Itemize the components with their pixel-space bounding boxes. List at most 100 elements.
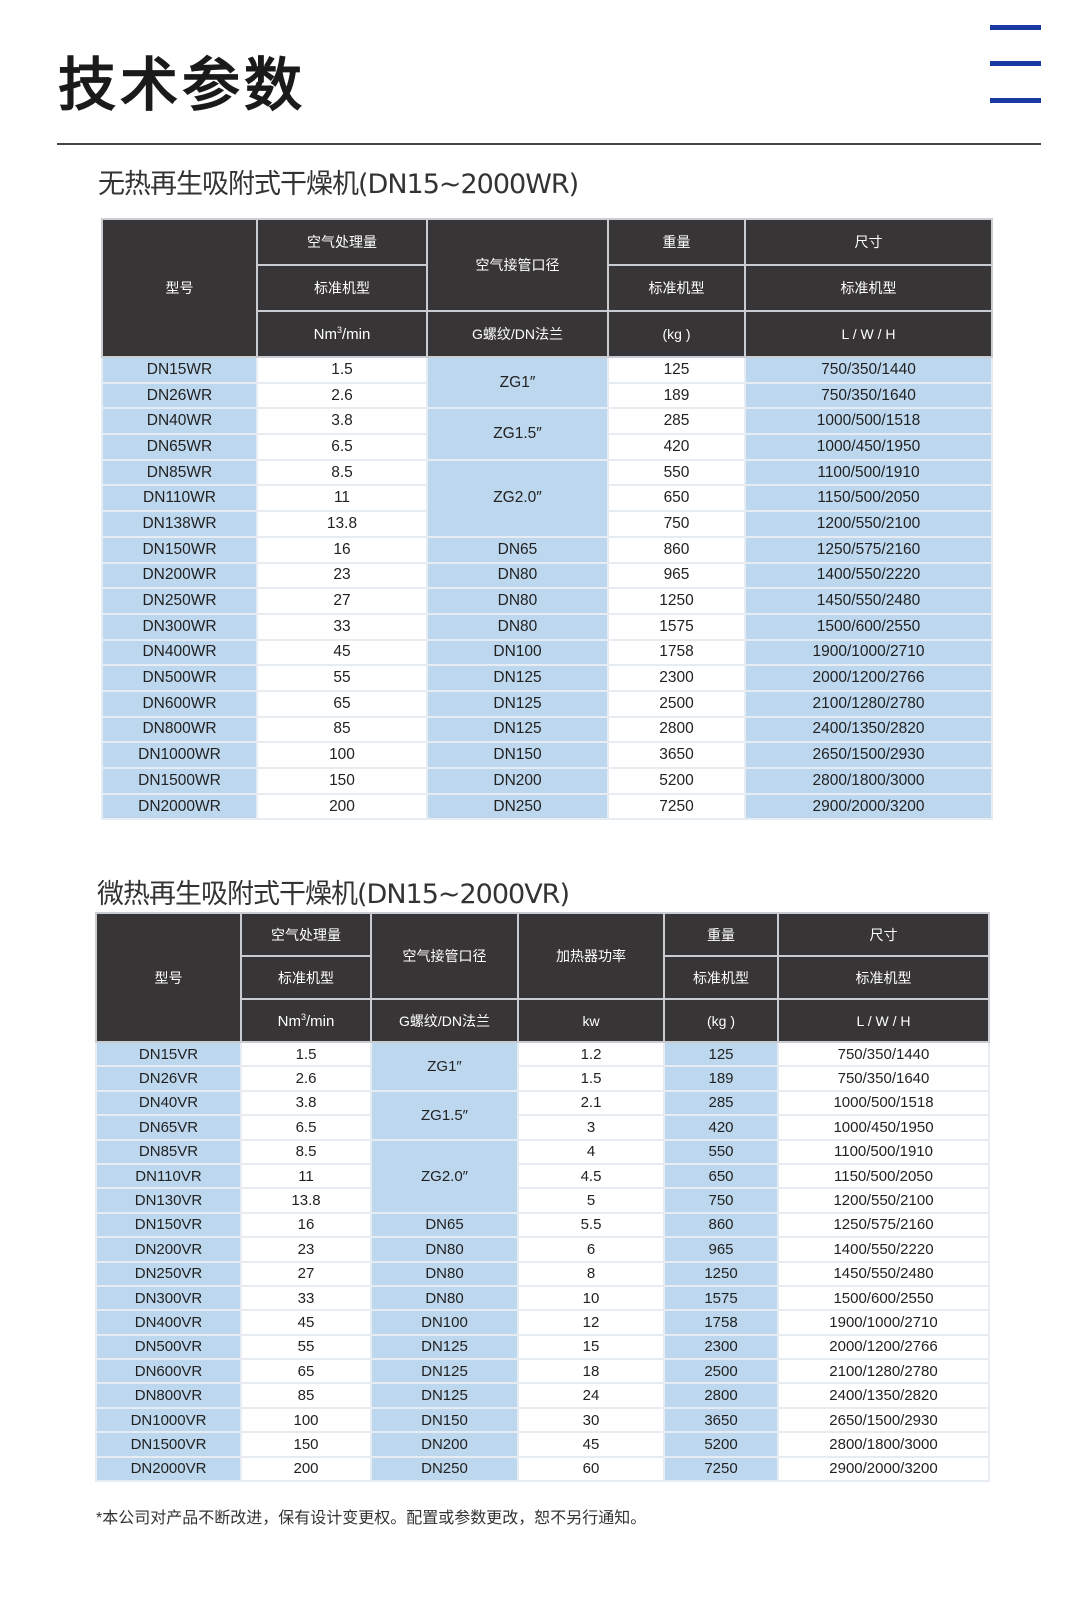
cell-pipe: ZG2.0″ [370,1138,519,1214]
table-row: DN200VR 23 DN80 6 965 1400/550/2220 [95,1236,990,1263]
header-size: 尺寸 [744,218,993,266]
cell-flow: 3.8 [256,407,428,436]
table-row: DN85VR 8.5 ZG2.0″ 4 550 1100/500/1910 [95,1138,990,1214]
unit-tail: /min [306,1012,335,1030]
cell-model: DN138WR [101,510,258,538]
table-row: DN1000WR 100 DN150 3650 2650/1500/2930 [101,741,993,769]
table1-title: 无热再生吸附式干燥机(DN15~2000WR) [98,169,579,200]
vr-spec-table: 型号 空气处理量 空气接管口径 加热器功率 重量 尺寸 标准机型 标准机型 标准… [95,912,990,1483]
cell-weight: 420 [607,433,746,461]
header-flow-sub: 标准机型 [256,264,428,312]
cell-pipe: ZG1″ [370,1041,519,1092]
wr-spec-table: 型号 空气处理量 空气接管口径 重量 尺寸 标准机型 标准机型 标准机型 Nm3… [101,218,993,821]
header-pipe-unit: G螺纹/DN法兰 [426,310,609,358]
table-row: DN500WR 55 DN125 2300 2000/1200/2766 [101,664,993,692]
cell-size: 1900/1000/2710 [777,1309,990,1336]
cell-flow: 1.5 [240,1040,372,1068]
cell-model: DN250VR [95,1260,242,1287]
cell-pipe: DN125 [426,715,609,744]
cell-flow: 200 [256,792,428,821]
table-row: DN1500WR 150 DN200 5200 2800/1800/3000 [101,767,993,795]
cell-heater: 60 [517,1455,665,1483]
cell-size: 750/350/1640 [777,1065,990,1092]
cell-weight: 420 [663,1114,779,1141]
cell-pipe: DN100 [370,1309,519,1336]
cell-size: 2650/1500/2930 [744,741,993,769]
cell-model: DN26VR [95,1065,242,1092]
cell-model: DN15VR [95,1040,242,1068]
header-size-unit: L / W / H [744,310,993,358]
cell-pipe: DN250 [370,1455,519,1483]
cell-model: DN150WR [101,535,258,564]
header-size-sub: 标准机型 [777,955,990,1000]
cell-size: 750/350/1440 [744,356,993,384]
cell-weight: 5200 [607,767,746,795]
cell-pipe: DN80 [426,587,609,615]
cell-weight: 7250 [663,1455,779,1483]
cell-size: 1500/600/2550 [777,1284,990,1312]
table-row: DN300WR 33 DN80 1575 1500/600/2550 [101,612,993,641]
cell-flow: 3.8 [240,1089,372,1117]
table-row: DN40VR 3.8 ZG1.5″ 2.1 285 1000/500/1518 [95,1089,990,1141]
cell-flow: 6.5 [256,433,428,461]
cell-heater: 4 [517,1138,665,1165]
cell-model: DN200VR [95,1236,242,1263]
cell-pipe: DN80 [370,1260,519,1287]
cell-weight: 189 [663,1065,779,1092]
cell-weight: 2300 [607,664,746,692]
cell-weight: 1575 [663,1284,779,1312]
cell-weight: 285 [663,1089,779,1117]
cell-weight: 1250 [663,1260,779,1287]
cell-pipe: DN125 [426,689,609,718]
table-row: DN110WR 11 650 1150/500/2050 [101,484,993,513]
cell-model: DN2000VR [95,1455,242,1483]
cell-flow: 23 [256,561,428,590]
cell-flow: 13.8 [240,1187,372,1214]
cell-weight: 285 [607,407,746,436]
cell-weight: 3650 [663,1406,779,1434]
cell-heater: 30 [517,1406,665,1434]
cell-size: 1150/500/2050 [744,484,993,513]
cell-size: 1450/550/2480 [744,587,993,615]
cell-model: DN65VR [95,1114,242,1141]
cell-weight: 965 [663,1236,779,1263]
header-model: 型号 [101,218,258,358]
cell-model: DN130VR [95,1187,242,1214]
cell-heater: 4.5 [517,1162,665,1190]
cell-weight: 550 [607,458,746,487]
cell-pipe: DN150 [370,1406,519,1434]
table-row: DN300VR 33 DN80 10 1575 1500/600/2550 [95,1284,990,1312]
cell-size: 1250/575/2160 [744,535,993,564]
cell-size: 2800/1800/3000 [777,1431,990,1458]
cell-pipe: ZG1″ [426,355,609,410]
header-model: 型号 [95,912,242,1043]
cell-flow: 8.5 [256,458,428,487]
table-row: DN500VR 55 DN125 15 2300 2000/1200/2766 [95,1333,990,1361]
cell-pipe: DN150 [426,741,609,769]
cell-flow: 16 [240,1211,372,1239]
header-flow-unit: Nm3/min [256,310,428,358]
cell-pipe: DN80 [370,1236,519,1263]
cell-pipe: DN80 [370,1284,519,1312]
cell-flow: 1.5 [256,356,428,384]
cell-weight: 2800 [663,1382,779,1409]
header-weight-sub: 标准机型 [607,264,746,312]
table-row: DN26VR 2.6 1.5 189 750/350/1640 [95,1065,990,1092]
hamburger-menu-icon[interactable] [990,25,1041,105]
cell-size: 1000/450/1950 [777,1114,990,1141]
cell-size: 750/350/1640 [744,381,993,410]
cell-weight: 1758 [607,638,746,667]
cell-pipe: DN200 [370,1431,519,1458]
cell-pipe: DN80 [426,561,609,590]
cell-flow: 33 [256,612,428,641]
cell-heater: 10 [517,1284,665,1312]
cell-weight: 1250 [607,587,746,615]
cell-model: DN150VR [95,1211,242,1239]
cell-size: 1400/550/2220 [744,561,993,590]
table-row: DN200WR 23 DN80 965 1400/550/2220 [101,561,993,590]
cell-model: DN800VR [95,1382,242,1409]
header-flow: 空气处理量 [240,912,372,957]
table-row: DN26WR 2.6 189 750/350/1640 [101,381,993,410]
cell-pipe: ZG1.5″ [426,407,609,461]
